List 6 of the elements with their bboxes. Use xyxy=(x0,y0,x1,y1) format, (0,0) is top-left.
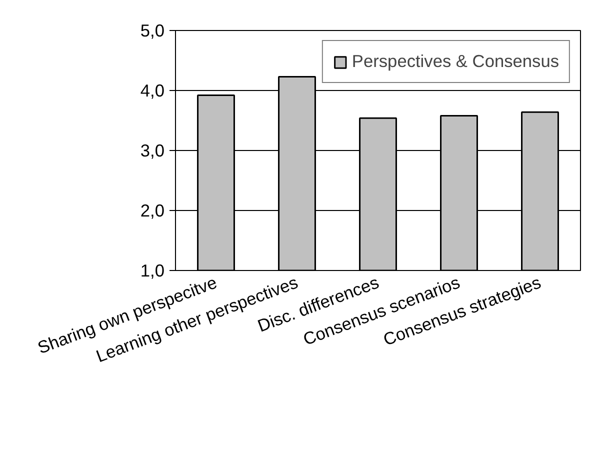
y-tick-label: 2,0 xyxy=(140,200,165,220)
y-tick-label: 1,0 xyxy=(140,260,165,280)
y-tick-label: 5,0 xyxy=(140,20,165,40)
y-tick-label: 3,0 xyxy=(140,140,165,160)
y-tick-label: 4,0 xyxy=(140,80,165,100)
legend-label: Perspectives & Consensus xyxy=(352,51,559,72)
